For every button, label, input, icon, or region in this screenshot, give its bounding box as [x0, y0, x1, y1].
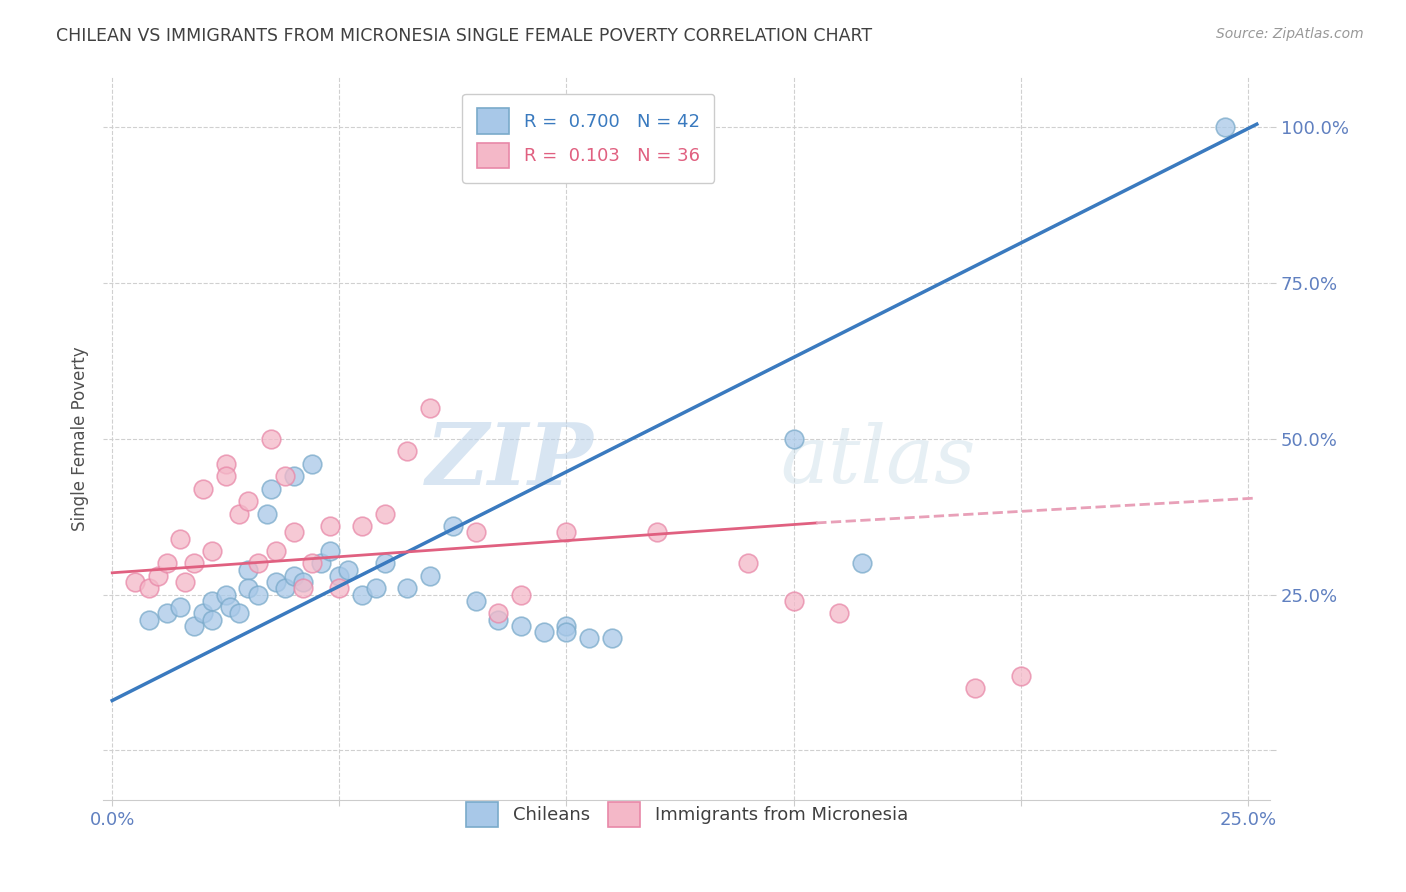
- Point: [374, 507, 396, 521]
- Point: [156, 607, 179, 621]
- Point: [215, 588, 238, 602]
- Point: [419, 401, 441, 415]
- Point: [173, 575, 195, 590]
- Point: [737, 557, 759, 571]
- Point: [291, 582, 314, 596]
- Point: [169, 600, 191, 615]
- Point: [215, 469, 238, 483]
- Point: [191, 482, 214, 496]
- Point: [350, 588, 373, 602]
- Point: [260, 482, 283, 496]
- Point: [283, 569, 305, 583]
- Legend: Chileans, Immigrants from Micronesia: Chileans, Immigrants from Micronesia: [458, 795, 915, 835]
- Point: [328, 569, 350, 583]
- Point: [274, 582, 297, 596]
- Point: [246, 557, 269, 571]
- Point: [264, 544, 287, 558]
- Point: [283, 469, 305, 483]
- Point: [274, 469, 297, 483]
- Point: [555, 625, 578, 640]
- Text: CHILEAN VS IMMIGRANTS FROM MICRONESIA SINGLE FEMALE POVERTY CORRELATION CHART: CHILEAN VS IMMIGRANTS FROM MICRONESIA SI…: [56, 27, 872, 45]
- Point: [183, 619, 205, 633]
- Point: [510, 619, 533, 633]
- Point: [578, 631, 600, 645]
- Text: ZIP: ZIP: [426, 418, 593, 502]
- Text: Source: ZipAtlas.com: Source: ZipAtlas.com: [1216, 27, 1364, 41]
- Point: [228, 607, 250, 621]
- Point: [396, 582, 419, 596]
- Point: [486, 613, 509, 627]
- Point: [419, 569, 441, 583]
- Point: [260, 432, 283, 446]
- Point: [146, 569, 169, 583]
- Point: [219, 600, 242, 615]
- Point: [555, 619, 578, 633]
- Point: [191, 607, 214, 621]
- Text: atlas: atlas: [780, 422, 976, 500]
- Point: [1010, 668, 1032, 682]
- Point: [201, 594, 224, 608]
- Point: [828, 607, 851, 621]
- Point: [328, 582, 350, 596]
- Point: [533, 625, 555, 640]
- Point: [510, 588, 533, 602]
- Point: [350, 519, 373, 533]
- Point: [238, 563, 260, 577]
- Point: [337, 563, 360, 577]
- Point: [374, 557, 396, 571]
- Point: [486, 607, 509, 621]
- Point: [301, 557, 323, 571]
- Point: [782, 432, 804, 446]
- Point: [555, 525, 578, 540]
- Point: [301, 457, 323, 471]
- Point: [283, 525, 305, 540]
- Point: [319, 544, 342, 558]
- Point: [291, 575, 314, 590]
- Y-axis label: Single Female Poverty: Single Female Poverty: [72, 346, 89, 531]
- Point: [215, 457, 238, 471]
- Point: [138, 613, 160, 627]
- Point: [851, 557, 873, 571]
- Point: [201, 613, 224, 627]
- Point: [156, 557, 179, 571]
- Point: [169, 532, 191, 546]
- Point: [309, 557, 332, 571]
- Point: [256, 507, 278, 521]
- Point: [782, 594, 804, 608]
- Point: [228, 507, 250, 521]
- Point: [238, 582, 260, 596]
- Point: [464, 525, 486, 540]
- Point: [183, 557, 205, 571]
- Point: [246, 588, 269, 602]
- Point: [201, 544, 224, 558]
- Point: [364, 582, 387, 596]
- Point: [645, 525, 668, 540]
- Point: [1213, 120, 1236, 135]
- Point: [441, 519, 464, 533]
- Point: [138, 582, 160, 596]
- Point: [124, 575, 146, 590]
- Point: [319, 519, 342, 533]
- Point: [464, 594, 486, 608]
- Point: [238, 494, 260, 508]
- Point: [396, 444, 419, 458]
- Point: [600, 631, 623, 645]
- Point: [965, 681, 987, 695]
- Point: [264, 575, 287, 590]
